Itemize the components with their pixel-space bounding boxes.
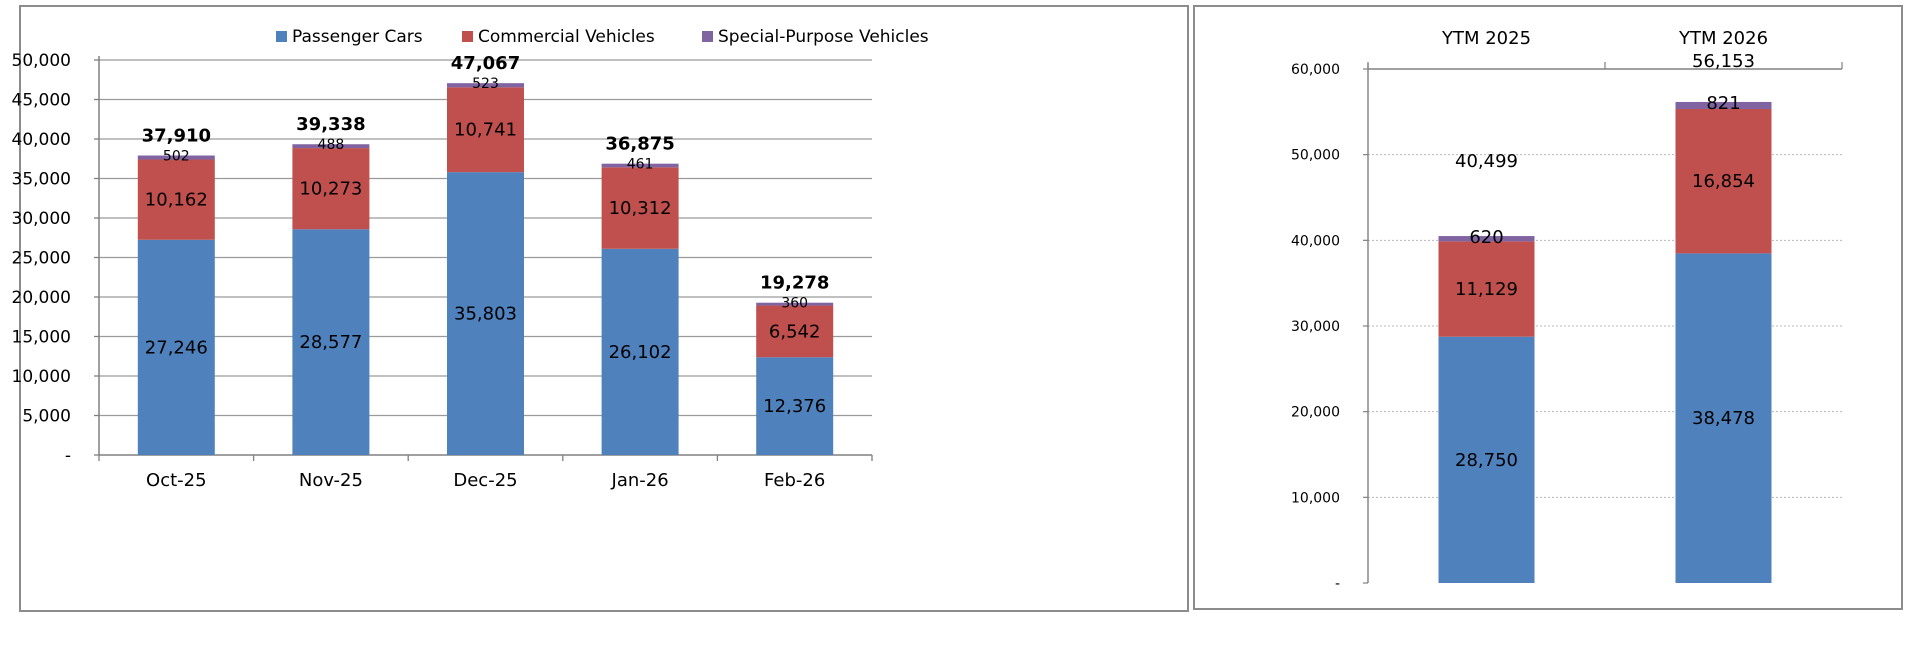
total-label: 39,338 (296, 114, 365, 135)
total-label: 47,067 (451, 53, 520, 74)
y-tick-label: 60,000 (1291, 62, 1340, 78)
y-tick-label: - (65, 446, 71, 466)
y-tick-label: 10,000 (12, 367, 71, 387)
bar-segment (137, 239, 215, 455)
data-label: 26,102 (609, 342, 672, 363)
bar-segment (137, 159, 215, 240)
data-label: 38,478 (1692, 408, 1755, 429)
data-label: 10,273 (299, 179, 362, 200)
x-tick-label: Dec-25 (453, 470, 517, 491)
ytm-stacked-bar-chart: - 10,000 20,000 30,000 40,000 50,000 60,000 YTM… (1291, 28, 1843, 592)
bar-segment (447, 172, 524, 455)
bar-segment (1438, 336, 1535, 583)
y-tick-label: - (1335, 576, 1340, 592)
data-label: 35,803 (454, 304, 517, 325)
bar-segment (1438, 241, 1535, 337)
y-tick-label: 10,000 (1291, 490, 1340, 506)
bar-segment (292, 148, 370, 230)
y-tick-label: 20,000 (12, 288, 71, 308)
data-label: 620 (1469, 227, 1503, 248)
data-label: 12,376 (763, 396, 826, 417)
bar-segment (601, 248, 679, 455)
data-label: 461 (627, 157, 654, 173)
x-tick-label: Oct-25 (146, 470, 207, 491)
y-tick-label: 15,000 (12, 328, 71, 348)
x-tick-label: Nov-25 (299, 470, 363, 491)
bar-segment (756, 357, 834, 455)
bar-segment (601, 167, 679, 249)
data-label: 523 (472, 76, 499, 92)
bar-segment (1675, 253, 1772, 583)
bar-segment (292, 144, 370, 149)
data-label: 28,577 (299, 332, 362, 353)
legend-swatch (276, 31, 287, 42)
data-label: 502 (163, 149, 190, 165)
data-label: 10,741 (454, 120, 517, 141)
bar-segment (601, 163, 679, 168)
y-tick-label: 40,000 (12, 130, 71, 150)
data-label: 360 (781, 296, 808, 312)
bar-segment (137, 155, 215, 160)
bar-segment (1675, 101, 1772, 109)
ytm-chart-panel: - 10,000 20,000 30,000 40,000 50,000 60,000 YTM… (1193, 5, 1903, 610)
total-label: 36,875 (605, 134, 674, 155)
legend-swatch (462, 31, 473, 42)
y-tick-label: 45,000 (12, 91, 71, 111)
data-label: 10,312 (609, 198, 672, 219)
y-tick-label: 50,000 (1291, 148, 1340, 164)
y-tick-label: 30,000 (1291, 319, 1340, 335)
y-tick-label: 35,000 (12, 170, 71, 190)
total-label: 40,499 (1455, 151, 1518, 172)
legend-swatch (702, 31, 713, 42)
x-tick-label: Jan-26 (611, 470, 669, 491)
data-label: 488 (318, 137, 345, 153)
x-tick-label: Feb-26 (764, 470, 825, 491)
bar-segment (1438, 236, 1535, 242)
legend-label: Commercial Vehicles (478, 27, 655, 47)
legend-label: Special-Purpose Vehicles (718, 27, 929, 47)
bar-segment (1675, 108, 1772, 254)
bar-segment (292, 229, 370, 455)
y-tick-label: 5,000 (22, 407, 71, 427)
data-label: 10,162 (145, 190, 208, 211)
bar-segment (447, 83, 524, 88)
y-tick-label: 25,000 (12, 249, 71, 269)
data-label: 28,750 (1455, 450, 1518, 471)
bar-segment (447, 87, 524, 173)
data-label: 16,854 (1692, 171, 1755, 192)
total-label: 56,153 (1692, 51, 1755, 72)
x-tick-label: YTM 2026 (1678, 28, 1768, 49)
legend-label: Passenger Cars (292, 27, 423, 47)
y-tick-label: 30,000 (12, 209, 71, 229)
data-label: 821 (1706, 93, 1740, 114)
y-tick-label: 40,000 (1291, 233, 1340, 249)
data-label: 11,129 (1455, 279, 1518, 300)
monthly-chart-panel: - 5,000 10,000 15,000 20,000 25,000 30,000 35,0… (12, 5, 1189, 612)
y-tick-label: 50,000 (12, 51, 71, 71)
data-label: 6,542 (769, 321, 821, 342)
bar-segment (756, 302, 834, 306)
bar-segment (756, 305, 834, 358)
y-tick-label: 20,000 (1291, 405, 1340, 421)
total-label: 19,278 (760, 273, 829, 294)
total-label: 37,910 (142, 126, 211, 147)
data-label: 27,246 (145, 337, 208, 358)
x-tick-label: YTM 2025 (1441, 28, 1531, 49)
monthly-stacked-bar-chart: - 5,000 10,000 15,000 20,000 25,000 30,000 35,0… (12, 27, 929, 491)
